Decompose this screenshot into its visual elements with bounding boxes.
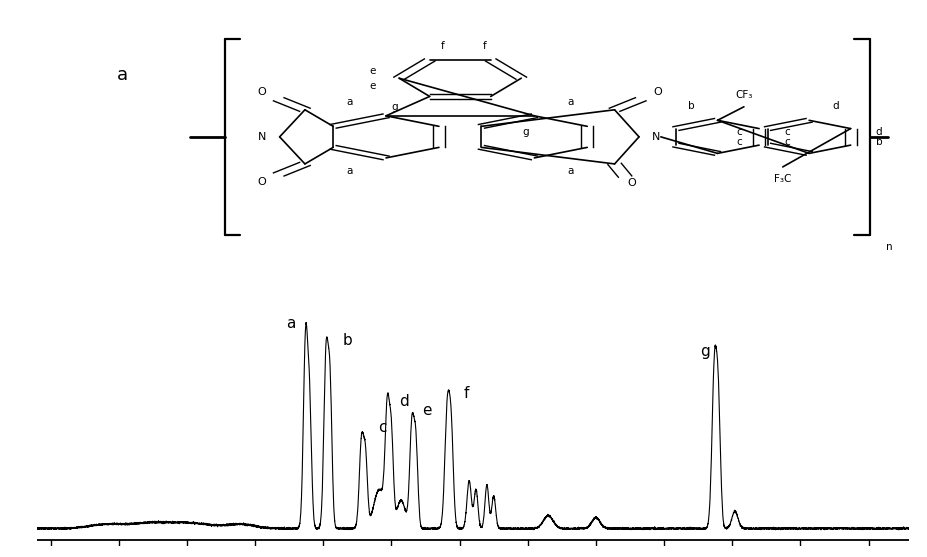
Text: n: n [885,242,892,252]
Text: a: a [117,66,128,84]
Text: a: a [346,167,352,177]
Text: N: N [652,132,660,142]
Text: e: e [369,81,375,91]
Text: a: a [286,316,295,331]
Text: a: a [567,97,574,108]
Text: b: b [687,101,693,111]
Text: O: O [257,177,265,187]
Text: b: b [343,334,352,349]
Text: c: c [783,137,789,147]
Text: d: d [875,127,882,137]
Text: c: c [783,127,789,137]
Text: d: d [399,394,408,409]
Text: N: N [258,132,266,142]
Text: g: g [391,102,398,112]
Text: O: O [654,87,662,97]
Text: d: d [832,101,838,111]
Text: e: e [369,66,375,76]
Text: F₃C: F₃C [773,174,791,184]
Text: f: f [440,41,444,51]
Text: c: c [736,127,742,137]
Text: g: g [699,344,709,359]
Text: b: b [875,137,882,147]
Text: f: f [464,385,469,400]
Text: e: e [422,403,431,418]
Text: c: c [736,137,742,147]
Text: a: a [567,167,574,177]
Text: CF₃: CF₃ [734,90,752,100]
Text: O: O [257,87,265,97]
Text: g: g [522,128,528,138]
Text: c: c [377,420,386,435]
Text: O: O [627,178,636,188]
Text: a: a [346,97,352,108]
Text: f: f [482,41,486,51]
